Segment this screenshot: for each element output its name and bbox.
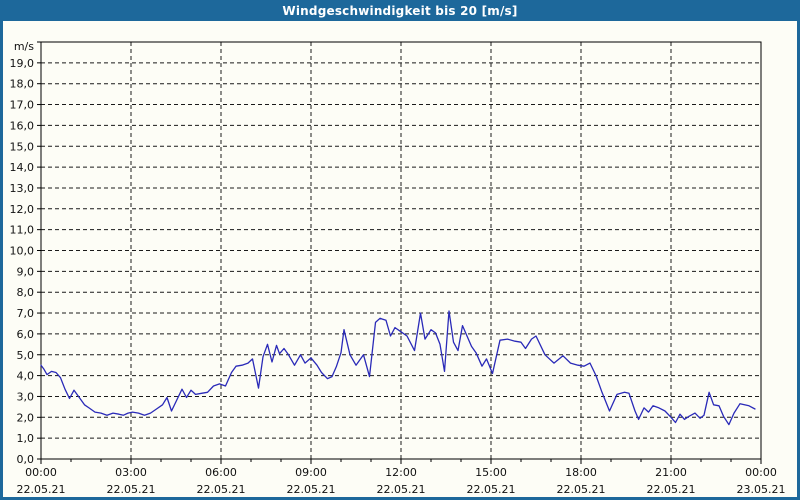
window-title-bar: Windgeschwindigkeit bis 20 [m/s] [0, 0, 800, 21]
y-axis-labels: 0,0 1,0 2,0 3,0 4,0 5,0 6,0 7,0 8,0 9,0 10,0 11,0 12… [10, 40, 35, 466]
y-tick-label: 8,0 [17, 286, 35, 299]
y-tick-label: 3,0 [17, 390, 35, 403]
x-tick-time-label: 15:00 [475, 466, 507, 479]
y-tick-label: 12,0 [10, 203, 35, 216]
y-tick-label: 2,0 [17, 411, 35, 424]
x-tick-date-label: 22.05.21 [377, 483, 426, 496]
x-tick-time-label: 00:00 [745, 466, 777, 479]
window-title: Windgeschwindigkeit bis 20 [m/s] [282, 3, 518, 18]
y-tick-label: 16,0 [10, 119, 35, 132]
x-tick-date-label: 22.05.21 [647, 483, 696, 496]
y-tick-label: 10,0 [10, 245, 35, 258]
y-tick-label: 9,0 [17, 265, 35, 278]
x-tick-date-label: 23.05.21 [737, 483, 786, 496]
x-tick-date-label: 22.05.21 [287, 483, 336, 496]
y-tick-label: 7,0 [17, 307, 35, 320]
y-axis-unit-label: m/s [14, 40, 34, 53]
y-tick-label: 5,0 [17, 349, 35, 362]
x-tick-date-label: 22.05.21 [17, 483, 66, 496]
wind-speed-line [40, 310, 756, 426]
x-tick-date-label: 22.05.21 [197, 483, 246, 496]
x-tick-time-label: 06:00 [205, 466, 237, 479]
x-tick-time-label: 21:00 [655, 466, 687, 479]
chart-area: 0,0 1,0 2,0 3,0 4,0 5,0 6,0 7,0 8,0 9,0 10,0 11,0 12… [0, 21, 800, 500]
x-tick-time-label: 18:00 [565, 466, 597, 479]
y-tick-label: 15,0 [10, 140, 35, 153]
y-tick-label: 17,0 [10, 99, 35, 112]
x-tick-time-label: 00:00 [25, 466, 57, 479]
x-tick-date-label: 22.05.21 [557, 483, 606, 496]
y-tick-label: 18,0 [10, 78, 35, 91]
x-tick-time-label: 09:00 [295, 466, 327, 479]
x-axis-labels: 00:00 22.05.21 03:00 22.05.21 06:00 22.05.21 0… [17, 466, 786, 496]
y-tick-label: 1,0 [17, 432, 35, 445]
y-tick-label: 19,0 [10, 57, 35, 70]
x-tick-time-label: 03:00 [115, 466, 147, 479]
y-tick-label: 13,0 [10, 182, 35, 195]
wind-speed-chart: 0,0 1,0 2,0 3,0 4,0 5,0 6,0 7,0 8,0 9,0 10,0 11,0 12… [10, 40, 786, 496]
y-tick-label: 0,0 [17, 453, 35, 466]
y-tick-label: 14,0 [10, 161, 35, 174]
y-tick-label: 11,0 [10, 224, 35, 237]
x-tick-date-label: 22.05.21 [107, 483, 156, 496]
axis-ticks [37, 41, 762, 464]
x-tick-date-label: 22.05.21 [467, 483, 516, 496]
y-tick-label: 6,0 [17, 328, 35, 341]
x-tick-time-label: 12:00 [385, 466, 417, 479]
gridlines [41, 42, 761, 459]
y-tick-label: 4,0 [17, 370, 35, 383]
